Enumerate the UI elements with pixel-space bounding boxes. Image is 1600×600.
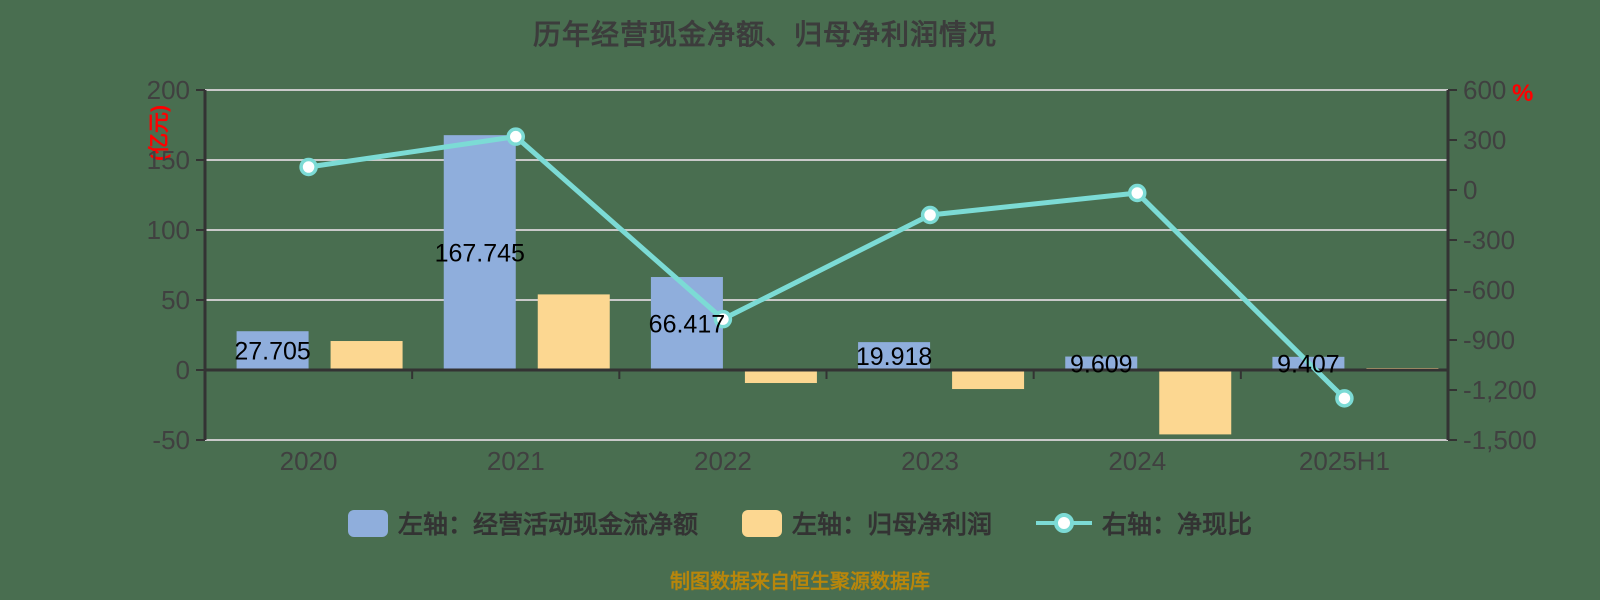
bar-profit-2021[interactable] [537,294,610,370]
ratio-point-2023[interactable] [920,205,940,225]
dot-glyph [1054,513,1074,533]
bar-cashflow-2022[interactable] [650,277,723,370]
bar-profit-2022[interactable] [744,370,817,384]
right-axis-tick-label: -1,200 [1463,375,1537,405]
right-axis-tick-label: 300 [1463,125,1506,155]
x-axis-label-2020: 2020 [280,446,338,476]
right-axis-tick-label: -300 [1463,225,1515,255]
left-axis-tick-label: 100 [147,215,190,245]
bar-value-label-2023: 19.918 [856,343,932,371]
legend-item-profit[interactable]: 左轴：归母净利润 [741,505,992,541]
bar-value-label-2021: 167.745 [435,240,525,268]
x-axis-label-2022: 2022 [694,446,752,476]
ratio-line[interactable] [306,134,1347,401]
bar-profit-2023[interactable] [952,370,1025,390]
legend-label-ratio: 右轴：净现比 [1102,511,1253,539]
legend-item-ratio[interactable]: 右轴：净现比 [1036,505,1252,541]
ratio-point-2021[interactable] [506,127,525,146]
ratio-point-2025H1[interactable] [1335,389,1354,408]
bar-value-label-2025H1: 9.407 [1277,350,1340,378]
right-axis-unit-label: % [1512,80,1534,107]
legend-label-cashflow: 左轴：经营活动现金流净额 [397,511,698,539]
x-axis-label-2021: 2021 [487,446,545,476]
ratio-point-2024[interactable] [1128,183,1147,203]
x-axis-label-2024: 2024 [1108,446,1166,476]
bar-profit-2024[interactable] [1159,370,1232,435]
right-axis-tick-label: -900 [1463,325,1515,355]
right-axis-tick-label: -600 [1463,275,1515,305]
legend-item-cashflow[interactable]: 左轴：经营活动现金流净额 [347,505,698,541]
ratio-line-marker-icon [1036,510,1092,536]
x-axis-label-2025H1: 2025H1 [1299,446,1390,476]
bar-cashflow-2024[interactable] [1065,356,1138,370]
right-axis-tick-label: 0 [1463,175,1477,205]
x-axis-label-2023: 2023 [901,446,959,476]
bar-value-label-2024: 9.609 [1070,350,1133,378]
left-axis-tick-label: 50 [161,285,190,315]
bar-cashflow-2021[interactable] [443,135,516,370]
chart-legend: 左轴：经营活动现金流净额 左轴：归母净利润 右轴：净现比 [0,505,1600,541]
bar-profit-2020[interactable] [330,341,403,370]
cashflow-swatch-icon [347,509,388,537]
data-source-note: 制图数据来自恒生聚源数据库 [670,571,930,593]
right-axis-tick-label: -1,500 [1463,425,1537,455]
bar-value-label-2022: 66.417 [649,311,725,339]
bar-cashflow-2023[interactable] [858,342,931,370]
right-axis-tick-label: 600 [1463,75,1506,105]
left-axis-tick-label: -50 [152,425,190,455]
legend-label-profit: 左轴：归母净利润 [791,511,992,539]
bar-cashflow-2020[interactable] [236,331,309,370]
chart-title: 历年经营现金净额、归母净利润情况 [532,19,997,50]
ratio-point-2020[interactable] [299,157,318,177]
profit-swatch-icon [741,509,782,537]
left-axis-tick-label: 0 [176,355,190,385]
ratio-point-2022[interactable] [713,309,733,329]
bar-value-label-2020: 27.705 [234,338,310,366]
left-axis-tick-label: 150 [147,145,190,175]
left-axis-tick-label: 200 [147,75,190,105]
